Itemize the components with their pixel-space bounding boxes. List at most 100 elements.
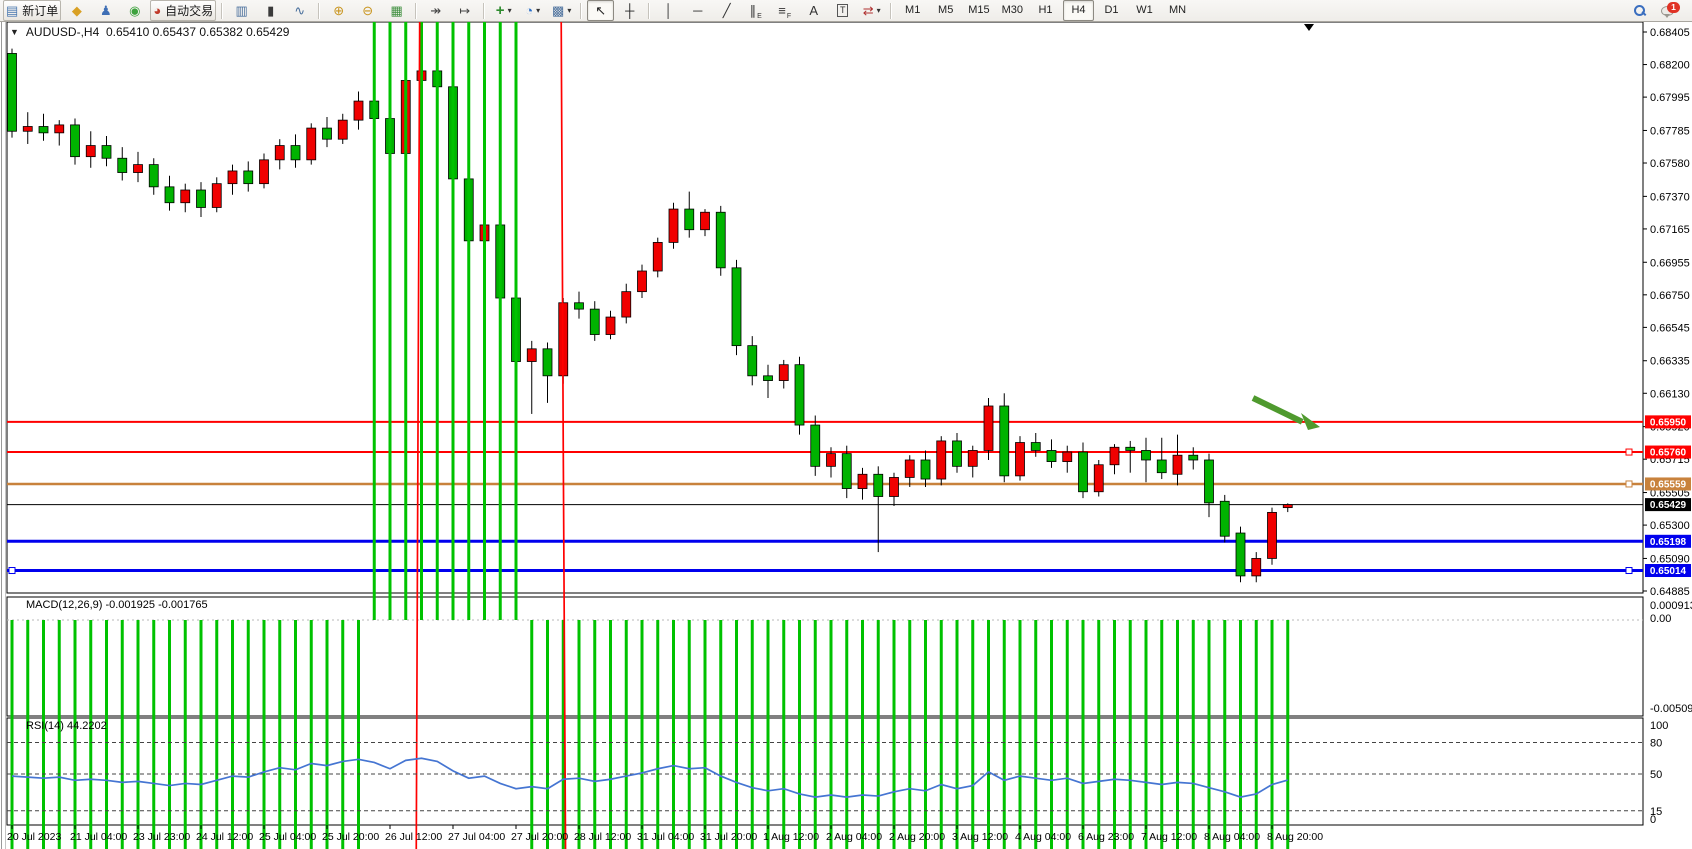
channel-button[interactable]: ∥ E	[749, 3, 762, 20]
timeframe-M15[interactable]: M15	[968, 4, 990, 16]
price-axis: 0.68405 0.68200 0.67995 0.67785 0.67580 0.673…	[1643, 27, 1690, 598]
toolbar-separator	[580, 2, 583, 19]
signal-icon: ◉	[129, 3, 141, 18]
svg-text:3 Aug 12:00: 3 Aug 12:00	[952, 831, 1008, 843]
arrows-icon: ⇄	[862, 3, 874, 18]
toolbar: ▤ 新订单 ◆ ♟ ◉ ◕ 自动交易 ▥ ▮ ∿ ⊕ ⊖ ▦ ↠ ↦ + ▾ ◔ ▾ ▩ ▾ ↖ ┼ │ ─ ╱ ∥ E ≡ F A T ⇄ ▾ M…	[0, 0, 1692, 22]
auto-trading-icon: ◕	[153, 3, 162, 18]
svg-text:0.68405: 0.68405	[1650, 27, 1690, 39]
periods-icon: ◔	[525, 3, 534, 18]
svg-text:0.65950: 0.65950	[1650, 417, 1687, 428]
chart-shift-button[interactable]: ↦	[451, 0, 478, 21]
chart-area[interactable]: 0.68405 0.68200 0.67995 0.67785 0.67580 0.673…	[0, 22, 1692, 849]
line-chart-button[interactable]: ∿	[286, 0, 313, 21]
horizontal-lines	[7, 420, 1643, 575]
svg-text:15: 15	[1650, 806, 1662, 818]
svg-text:26 Jul 12:00: 26 Jul 12:00	[385, 831, 442, 843]
macd-indicator-label: MACD(12,26,9) -0.001925 -0.001765	[26, 599, 208, 611]
cursor-button[interactable]: ↖	[587, 0, 615, 21]
horizontal-line-button[interactable]: ─	[684, 0, 711, 21]
svg-text:31 Jul 04:00: 31 Jul 04:00	[637, 831, 694, 843]
indicators-button[interactable]: + ▾	[490, 0, 517, 21]
timeframe-M5[interactable]: M5	[938, 4, 954, 16]
pane-frames	[6, 22, 1644, 826]
chevron-down-icon: ▾	[876, 5, 881, 15]
svg-text:27 Jul 04:00: 27 Jul 04:00	[448, 831, 505, 843]
new-order-button-label: 新订单	[22, 3, 59, 18]
trendline-button[interactable]: ╱	[713, 0, 740, 21]
chart-title: ▼ AUDUSD-,H4 0.65410 0.65437 0.65382 0.65…	[10, 25, 289, 39]
svg-text:4 Aug 04:00: 4 Aug 04:00	[1015, 831, 1071, 843]
svg-text:25 Jul 04:00: 25 Jul 04:00	[259, 831, 316, 843]
bar-chart-icon: ▥	[235, 3, 248, 18]
timeframe-MN[interactable]: MN	[1168, 4, 1187, 16]
new-order-button[interactable]: ▤ 新订单	[3, 0, 62, 21]
svg-text:28 Jul 12:00: 28 Jul 12:00	[574, 831, 631, 843]
timeframe-H1[interactable]: H1	[1038, 4, 1053, 16]
line-chart-icon: ∿	[294, 3, 306, 18]
bar-chart-button[interactable]: ▥	[228, 0, 255, 21]
svg-text:0.65198: 0.65198	[1650, 537, 1687, 548]
text-icon: A	[809, 3, 819, 18]
text-button[interactable]: A	[800, 0, 827, 21]
zoom-in-icon: ⊕	[333, 3, 345, 18]
chart-ohlc-values: 0.65410 0.65437 0.65382 0.65429	[105, 25, 290, 39]
svg-text:80: 80	[1650, 738, 1662, 750]
tile-windows-button[interactable]: ▦	[383, 0, 410, 21]
timeframe-M1[interactable]: M1	[905, 4, 921, 16]
chart-shift-icon: ↦	[459, 3, 471, 18]
search-button[interactable]	[1626, 0, 1653, 21]
rsi-indicator-label: RSI(14) 44.2202	[26, 720, 107, 732]
arrows-button[interactable]: ⇄ ▾	[858, 0, 885, 21]
zoom-out-button[interactable]: ⊖	[354, 0, 381, 21]
svg-text:0.66955: 0.66955	[1650, 257, 1690, 269]
svg-text:23 Jul 23:00: 23 Jul 23:00	[133, 831, 190, 843]
svg-text:0.66545: 0.66545	[1650, 322, 1690, 334]
svg-text:0.67580: 0.67580	[1650, 158, 1690, 170]
navigator-button[interactable]: ♟	[92, 0, 119, 21]
svg-text:0.66335: 0.66335	[1650, 356, 1690, 368]
svg-text:100: 100	[1650, 720, 1668, 732]
chart-expand-icon[interactable]: ▼	[10, 27, 19, 37]
notifications-button[interactable]: 1	[1655, 0, 1682, 21]
vertical-line-button[interactable]: │	[655, 0, 682, 21]
chat-icon: 1	[1661, 2, 1680, 18]
zoom-in-button[interactable]: ⊕	[325, 0, 352, 21]
timeframe-W1[interactable]: W1	[1136, 4, 1153, 16]
candlestick-button[interactable]: ▮	[257, 0, 284, 21]
horizontal-line-icon: ─	[693, 3, 703, 18]
auto-scroll-button[interactable]: ↠	[422, 0, 449, 21]
svg-text:2 Aug 20:00: 2 Aug 20:00	[889, 831, 945, 843]
chevron-down-icon: ▾	[567, 5, 572, 15]
label-button[interactable]: T	[829, 0, 856, 21]
timeframe-H4[interactable]: H4	[1063, 0, 1094, 21]
svg-text:25 Jul 20:00: 25 Jul 20:00	[322, 831, 379, 843]
crosshair-button[interactable]: ┼	[616, 0, 643, 21]
templates-button[interactable]: ▩ ▾	[548, 0, 575, 21]
periods-button[interactable]: ◔ ▾	[519, 0, 546, 21]
search-icon	[1634, 5, 1647, 16]
navigator-icon: ♟	[99, 3, 112, 18]
svg-text:0.67995: 0.67995	[1650, 92, 1690, 104]
market-watch-button[interactable]: ◆	[63, 0, 90, 21]
fibonacci-button[interactable]: ≡ F	[778, 3, 792, 20]
timeframe-D1[interactable]: D1	[1104, 4, 1119, 16]
chart-symbol-period: AUDUSD-,H4	[25, 25, 100, 39]
svg-text:0.64885: 0.64885	[1650, 586, 1690, 598]
new-order-icon: ▤	[6, 3, 19, 18]
svg-text:20 Jul 2023: 20 Jul 2023	[7, 831, 61, 843]
toolbar-separator	[648, 2, 651, 19]
svg-text:50: 50	[1650, 769, 1662, 781]
signal-button[interactable]: ◉	[121, 0, 148, 21]
svg-text:0.67165: 0.67165	[1650, 224, 1690, 236]
toolbar-separator	[415, 2, 418, 19]
svg-text:-0.005093: -0.005093	[1650, 703, 1692, 715]
auto-trading-button[interactable]: ◕ 自动交易	[150, 0, 217, 21]
svg-text:0.000913: 0.000913	[1650, 600, 1692, 612]
chevron-down-icon: ▾	[507, 5, 512, 15]
svg-text:0.68200: 0.68200	[1650, 60, 1690, 72]
timeframe-M30[interactable]: M30	[1001, 4, 1023, 16]
svg-text:0.67785: 0.67785	[1650, 125, 1690, 137]
text-label-icon: T	[836, 4, 849, 17]
